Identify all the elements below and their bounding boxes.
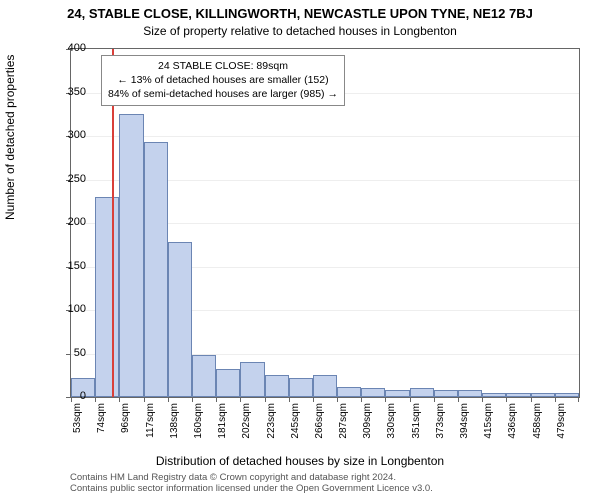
chart-subtitle: Size of property relative to detached ho… <box>0 24 600 38</box>
xtick-mark <box>434 397 435 402</box>
histogram-bar <box>361 388 385 397</box>
xtick-mark <box>337 397 338 402</box>
xtick-label: 436sqm <box>507 403 518 443</box>
xtick-mark <box>216 397 217 402</box>
xtick-mark <box>289 397 290 402</box>
xtick-label: 394sqm <box>459 403 470 443</box>
xtick-label: 223sqm <box>266 403 277 443</box>
histogram-bar <box>289 378 313 397</box>
histogram-bar <box>410 388 434 397</box>
x-axis-label: Distribution of detached houses by size … <box>0 454 600 468</box>
xtick-label: 330sqm <box>386 403 397 443</box>
histogram-bar <box>434 390 458 397</box>
histogram-bar <box>482 393 506 397</box>
xtick-label: 74sqm <box>96 403 107 443</box>
xtick-mark <box>385 397 386 402</box>
xtick-mark <box>119 397 120 402</box>
footer-line-2: Contains public sector information licen… <box>70 483 433 494</box>
y-axis-label: Number of detached properties <box>3 55 17 220</box>
xtick-label: 181sqm <box>217 403 228 443</box>
xtick-label: 245sqm <box>290 403 301 443</box>
xtick-mark <box>531 397 532 402</box>
plot-area: 24 STABLE CLOSE: 89sqm← 13% of detached … <box>70 48 580 398</box>
histogram-bar <box>555 393 579 397</box>
histogram-bar <box>531 393 555 397</box>
ytick-label: 350 <box>46 86 86 98</box>
xtick-label: 351sqm <box>411 403 422 443</box>
histogram-bar <box>506 393 530 397</box>
info-box-line: 84% of semi-detached houses are larger (… <box>108 87 338 101</box>
xtick-label: 53sqm <box>72 403 83 443</box>
histogram-bar <box>95 197 119 397</box>
ytick-label: 250 <box>46 173 86 185</box>
xtick-label: 96sqm <box>120 403 131 443</box>
xtick-mark <box>555 397 556 402</box>
chart-container: 24, STABLE CLOSE, KILLINGWORTH, NEWCASTL… <box>0 0 600 500</box>
histogram-bar <box>265 375 289 397</box>
info-box-line: 24 STABLE CLOSE: 89sqm <box>108 59 338 73</box>
histogram-bar <box>144 142 168 397</box>
ytick-label: 150 <box>46 260 86 272</box>
ytick-label: 300 <box>46 129 86 141</box>
xtick-mark <box>458 397 459 402</box>
xtick-label: 138sqm <box>169 403 180 443</box>
xtick-label: 160sqm <box>193 403 204 443</box>
xtick-label: 202sqm <box>241 403 252 443</box>
gridline <box>71 136 579 137</box>
histogram-bar <box>192 355 216 397</box>
xtick-label: 458sqm <box>532 403 543 443</box>
chart-title: 24, STABLE CLOSE, KILLINGWORTH, NEWCASTL… <box>0 6 600 21</box>
xtick-label: 266sqm <box>314 403 325 443</box>
xtick-label: 117sqm <box>145 403 156 443</box>
xtick-mark <box>410 397 411 402</box>
xtick-mark <box>578 397 579 402</box>
ytick-label: 50 <box>46 347 86 359</box>
ytick-label: 400 <box>46 42 86 54</box>
xtick-mark <box>313 397 314 402</box>
histogram-bar <box>313 375 337 397</box>
ytick-label: 100 <box>46 303 86 315</box>
ytick-label: 0 <box>46 390 86 402</box>
xtick-mark <box>240 397 241 402</box>
info-box: 24 STABLE CLOSE: 89sqm← 13% of detached … <box>101 55 345 106</box>
histogram-bar <box>216 369 240 397</box>
xtick-mark <box>192 397 193 402</box>
info-box-line: ← 13% of detached houses are smaller (15… <box>108 73 338 87</box>
xtick-mark <box>168 397 169 402</box>
xtick-label: 373sqm <box>435 403 446 443</box>
xtick-label: 309sqm <box>362 403 373 443</box>
histogram-bar <box>119 114 143 397</box>
xtick-mark <box>95 397 96 402</box>
histogram-bar <box>458 390 482 397</box>
xtick-mark <box>144 397 145 402</box>
ytick-label: 200 <box>46 216 86 228</box>
histogram-bar <box>168 242 192 397</box>
xtick-label: 287sqm <box>338 403 349 443</box>
xtick-label: 415sqm <box>483 403 494 443</box>
xtick-mark <box>482 397 483 402</box>
histogram-bar <box>337 387 361 397</box>
xtick-mark <box>361 397 362 402</box>
xtick-mark <box>265 397 266 402</box>
xtick-mark <box>506 397 507 402</box>
histogram-bar <box>240 362 264 397</box>
histogram-bar <box>385 390 409 397</box>
xtick-label: 479sqm <box>556 403 567 443</box>
footer-attribution: Contains HM Land Registry data © Crown c… <box>70 472 433 495</box>
footer-line-1: Contains HM Land Registry data © Crown c… <box>70 472 433 483</box>
